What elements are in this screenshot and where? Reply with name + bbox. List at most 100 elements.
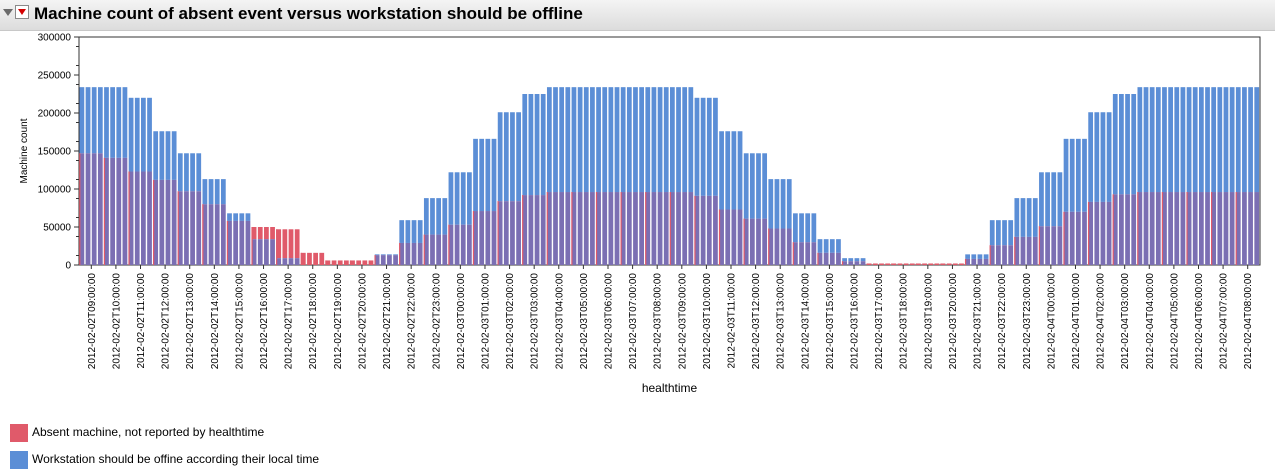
bar-overlap (571, 192, 577, 265)
bar-offline (454, 172, 460, 225)
bar-offline (1063, 138, 1069, 212)
red-triangle-icon (18, 9, 26, 15)
bar-offline (1014, 198, 1020, 237)
x-tick-label: 2012-02-02T09:00:00 (87, 273, 98, 370)
bar-overlap (1069, 211, 1075, 265)
x-tick-label: 2012-02-02T18:00:00 (308, 273, 319, 370)
bar-offline (522, 94, 528, 196)
bar-overlap (620, 192, 626, 265)
bar-overlap (817, 252, 823, 265)
bar-offline (1094, 112, 1100, 202)
x-tick-label: 2012-02-03T19:00:00 (923, 273, 934, 370)
bar-offline (227, 213, 232, 221)
bar-offline (805, 213, 811, 243)
bar-offline (534, 94, 540, 196)
bar-offline (417, 220, 423, 243)
bar-overlap (829, 252, 835, 265)
legend-label-offline: Workstation should be offine according t… (32, 452, 320, 466)
bar-overlap (1063, 211, 1069, 265)
bar-overlap (768, 228, 774, 265)
bar-offline (829, 239, 835, 253)
bar-absent (343, 260, 349, 265)
bar-offline (996, 220, 1001, 246)
x-axis-label: healthtime (642, 381, 698, 395)
bar-offline (1149, 87, 1155, 193)
bar-offline (239, 213, 245, 221)
bar-overlap (430, 234, 435, 265)
bar-absent (916, 263, 921, 265)
bar-overlap (91, 153, 97, 265)
bar-overlap (503, 201, 509, 265)
bar-overlap (626, 192, 632, 265)
bar-offline (141, 97, 146, 172)
bar-offline (596, 87, 601, 193)
bar-offline (233, 213, 239, 221)
bar-overlap (116, 157, 122, 265)
x-tick-label: 2012-02-03T09:00:00 (677, 273, 688, 370)
collapse-triangle-icon[interactable] (3, 9, 13, 16)
bar-offline (1186, 87, 1192, 193)
bar-offline (1131, 94, 1137, 195)
bar-offline (1205, 87, 1210, 193)
x-tick-label: 2012-02-03T13:00:00 (776, 273, 787, 370)
bar-offline (645, 87, 651, 193)
bar-offline (706, 97, 712, 196)
bar-offline (497, 112, 503, 202)
bar-offline (743, 153, 749, 219)
bar-overlap (270, 239, 275, 265)
bar-overlap (141, 171, 146, 265)
bar-overlap (491, 211, 497, 265)
bar-overlap (860, 261, 866, 265)
x-tick-label: 2012-02-04T05:00:00 (1169, 273, 1180, 370)
x-tick-label: 2012-02-03T20:00:00 (948, 273, 959, 370)
bar-overlap (417, 242, 423, 265)
bar-offline (786, 179, 792, 229)
bar-overlap (1039, 226, 1044, 265)
bar-offline (1211, 87, 1217, 193)
bar-offline (713, 97, 718, 196)
bar-overlap (1162, 192, 1167, 265)
bar-overlap (479, 211, 485, 265)
bar-offline (134, 97, 140, 172)
bar-offline (79, 87, 85, 154)
bar-offline (91, 87, 97, 154)
x-tick-label: 2012-02-03T16:00:00 (850, 273, 861, 370)
bar-overlap (128, 171, 134, 265)
bar-overlap (577, 192, 583, 265)
bar-overlap (1045, 226, 1050, 265)
x-tick-label: 2012-02-03T22:00:00 (997, 273, 1008, 370)
bar-overlap (1168, 192, 1173, 265)
bar-offline (1075, 138, 1081, 212)
bar-overlap (1125, 194, 1130, 265)
x-tick-label: 2012-02-04T07:00:00 (1219, 273, 1230, 370)
bar-overlap (134, 171, 140, 265)
bar-overlap (214, 204, 220, 265)
bar-absent (257, 227, 263, 240)
bar-overlap (614, 192, 620, 265)
bar-offline (1235, 87, 1241, 193)
x-tick-label: 2012-02-03T14:00:00 (800, 273, 811, 370)
bar-absent (300, 252, 306, 265)
bar-overlap (220, 204, 226, 265)
bar-overlap (510, 201, 515, 265)
bar-offline (860, 258, 866, 262)
bar-overlap (405, 242, 411, 265)
bar-offline (1020, 198, 1026, 237)
bar-offline (528, 94, 534, 196)
bar-offline (196, 153, 202, 192)
bar-overlap (411, 242, 417, 265)
bar-offline (159, 131, 165, 180)
bar-overlap (965, 258, 971, 265)
x-tick-label: 2012-02-02T13:00:00 (185, 273, 196, 370)
bar-offline (836, 239, 841, 253)
bar-offline (553, 87, 558, 193)
red-triangle-menu-button[interactable] (15, 5, 29, 19)
bar-offline (793, 213, 798, 243)
bar-offline (540, 94, 546, 196)
bar-offline (577, 87, 583, 193)
bar-overlap (989, 245, 995, 265)
bar-overlap (1082, 211, 1087, 265)
bar-offline (639, 87, 644, 193)
bar-offline (608, 87, 614, 193)
x-tick-label: 2012-02-04T00:00:00 (1046, 273, 1057, 370)
